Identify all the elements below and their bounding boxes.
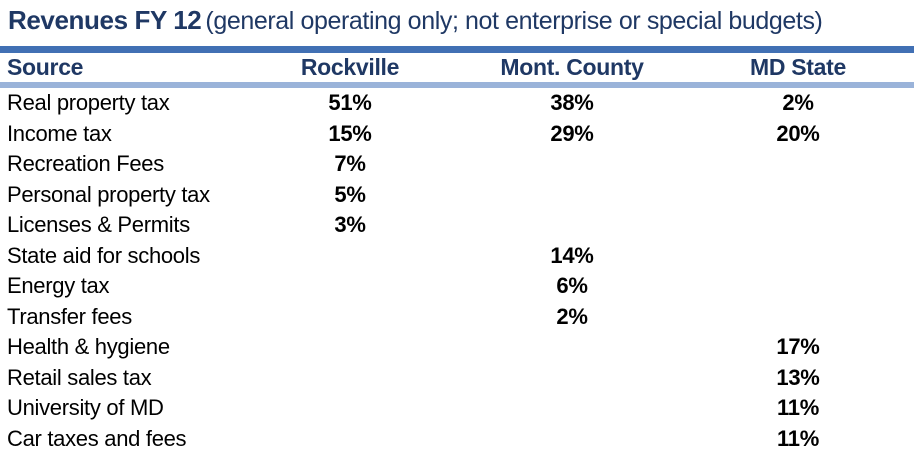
- header-top-rule: [0, 46, 914, 53]
- row-rockville-value: 7%: [334, 151, 366, 177]
- row-source-label: Licenses & Permits: [7, 212, 190, 238]
- row-md-state-value: 11%: [777, 425, 819, 451]
- table-row: Retail sales tax 13%: [0, 363, 914, 394]
- column-header-source: Source: [7, 54, 84, 80]
- table-row: Licenses & Permits 3%: [0, 210, 914, 241]
- row-mont-county-value: 14%: [550, 242, 594, 268]
- row-md-state-value: 13%: [776, 364, 820, 390]
- row-source-label: Recreation Fees: [7, 151, 164, 177]
- row-md-state-value: 17%: [776, 334, 820, 360]
- row-source-label: Car taxes and fees: [7, 425, 187, 451]
- table-row: State aid for schools 14%: [0, 241, 914, 272]
- row-rockville-value: 51%: [328, 90, 372, 116]
- table-row: Personal property tax 5%: [0, 180, 914, 211]
- row-source-label: Real property tax: [7, 90, 170, 116]
- table-header-row: Source Rockville Mont. County MD State: [0, 53, 914, 82]
- row-source-label: Health & hygiene: [7, 334, 170, 360]
- table-row: Income tax 15% 29% 20%: [0, 119, 914, 150]
- row-mont-county-value: 38%: [550, 90, 594, 116]
- table-row: Transfer fees 2%: [0, 302, 914, 333]
- row-mont-county-value: 6%: [556, 273, 588, 299]
- row-source-label: Personal property tax: [7, 181, 210, 207]
- row-rockville-value: 5%: [334, 181, 366, 207]
- row-mont-county-value: 29%: [550, 120, 594, 146]
- table-row: Health & hygiene 17%: [0, 332, 914, 363]
- row-source-label: Income tax: [7, 120, 112, 146]
- table-row: University of MD 11%: [0, 393, 914, 424]
- table-row: Energy tax 6%: [0, 271, 914, 302]
- table-row: Car taxes and fees 11%: [0, 424, 914, 455]
- row-md-state-value: 20%: [776, 120, 820, 146]
- column-header-mont-county: Mont. County: [500, 54, 644, 80]
- row-mont-county-value: 2%: [556, 303, 588, 329]
- title-main: Revenues FY 12: [8, 5, 202, 35]
- row-md-state-value: 2%: [782, 90, 814, 116]
- table-row: Real property tax 51% 38% 2%: [0, 88, 914, 119]
- title-subtitle: (general operating only; not enterprise …: [205, 7, 823, 35]
- table-row: Recreation Fees 7%: [0, 149, 914, 180]
- row-source-label: State aid for schools: [7, 242, 201, 268]
- column-header-md-state: MD State: [749, 54, 846, 80]
- row-source-label: Transfer fees: [7, 303, 132, 329]
- row-source-label: Energy tax: [7, 273, 110, 299]
- row-source-label: Retail sales tax: [7, 364, 152, 390]
- row-rockville-value: 15%: [328, 120, 372, 146]
- column-header-rockville: Rockville: [300, 54, 400, 80]
- row-rockville-value: 3%: [334, 212, 366, 238]
- row-md-state-value: 11%: [777, 395, 819, 421]
- row-source-label: University of MD: [7, 395, 164, 421]
- page-title: Revenues FY 12 (general operating only; …: [0, 3, 914, 42]
- table-body: Real property tax 51% 38% 2% Income tax …: [0, 88, 914, 454]
- header-bottom-rule: [0, 82, 914, 88]
